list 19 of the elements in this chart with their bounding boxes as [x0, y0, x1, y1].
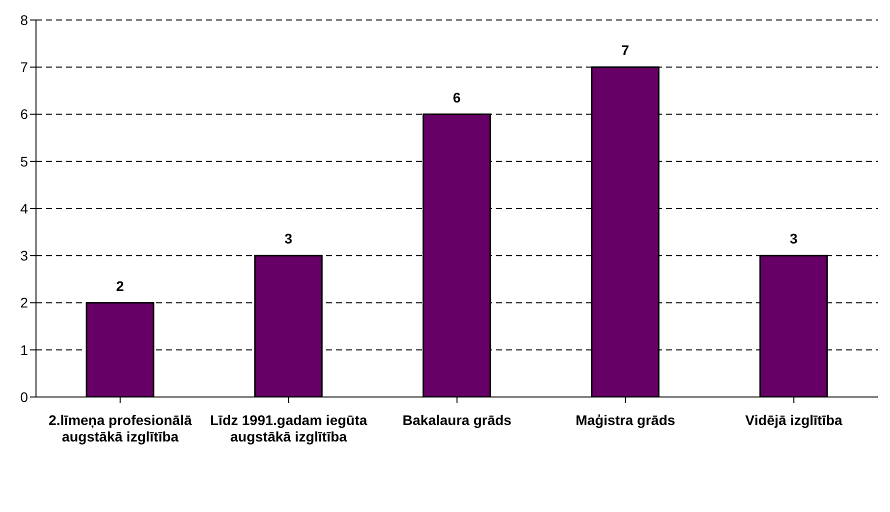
y-tick-label: 7 — [20, 59, 28, 76]
y-tick-label: 4 — [20, 200, 28, 216]
y-tick-label: 1 — [20, 342, 28, 358]
x-tick-label: 2.līmeņa profesionālā augstākā izglītība — [48, 412, 192, 444]
x-tick-label: Līdz 1991.gadam iegūta augstākā izglītība — [210, 412, 368, 444]
y-tick-label: 2 — [20, 294, 28, 311]
y-tick-label: 8 — [20, 12, 28, 28]
x-tick-label: Maģistra grāds — [576, 412, 676, 428]
x-tick-label: Bakalaura grāds — [402, 412, 512, 428]
y-tick-label: 5 — [20, 153, 28, 170]
y-tick-label: 3 — [20, 248, 28, 264]
data-label: 3 — [790, 230, 798, 247]
y-tick-label: 6 — [20, 106, 28, 122]
x-tick-label: Vidējā izglītība — [745, 412, 842, 428]
data-label: 7 — [621, 42, 630, 58]
data-label: 6 — [452, 89, 461, 106]
data-label: 2 — [116, 278, 124, 294]
data-label: 3 — [284, 230, 293, 247]
y-tick-label: 0 — [20, 388, 28, 405]
